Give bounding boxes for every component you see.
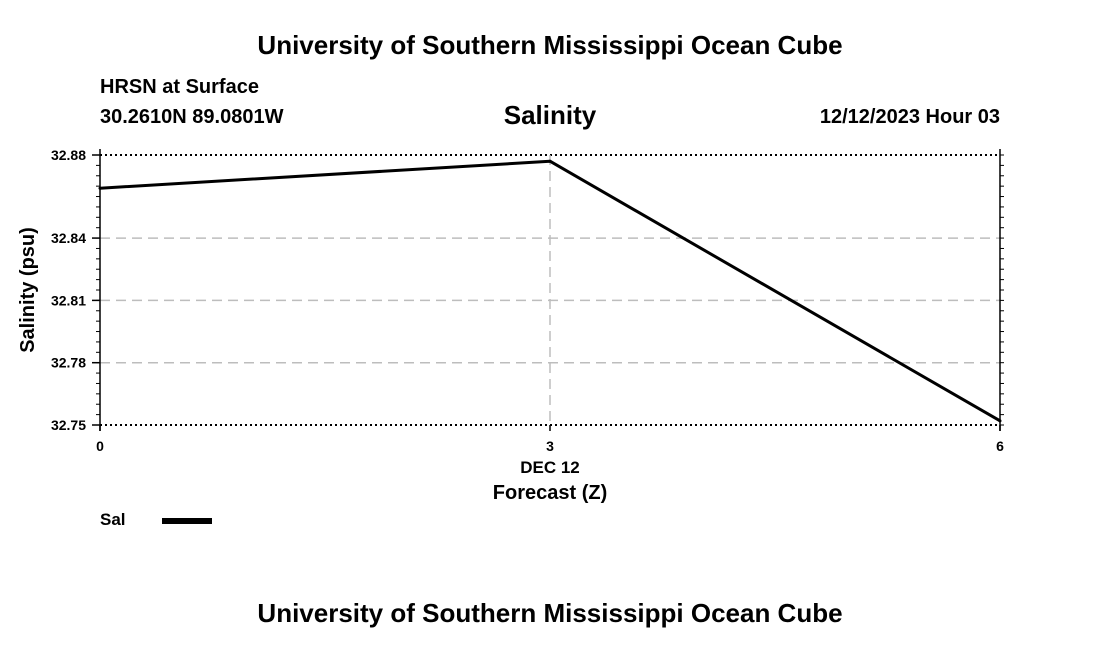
station-label: HRSN at Surface — [100, 76, 259, 98]
y-tick-label: 32.88 — [51, 147, 86, 163]
footer-title: University of Southern Mississippi Ocean… — [257, 598, 843, 628]
legend-line-swatch — [162, 518, 212, 524]
x-tick-label: 3 — [546, 438, 554, 454]
y-tick-label: 32.78 — [51, 355, 86, 371]
legend-label: Sal — [100, 510, 126, 529]
x-axis-label: Forecast (Z) — [492, 482, 608, 504]
x-tick-label: 6 — [996, 438, 1004, 454]
ticks-layer: 32.75 32.78 32.81 32.84 32.88 0 3 6 — [51, 147, 1004, 454]
data-point — [98, 186, 102, 190]
y-axis-label: Salinity (psu) — [17, 227, 39, 353]
y-tick-label: 32.75 — [51, 417, 86, 433]
x-axis-date-label: DEC 12 — [520, 458, 580, 477]
x-tick-label: 0 — [96, 438, 104, 454]
data-point — [998, 419, 1002, 423]
page-title: University of Southern Mississippi Ocean… — [257, 30, 843, 60]
coordinates-label: 30.2610N 89.0801W — [100, 106, 284, 128]
datetime-label: 12/12/2023 Hour 03 — [819, 106, 1000, 128]
y-tick-label: 32.81 — [51, 292, 86, 308]
chart-title: Salinity — [503, 100, 597, 130]
grid-layer — [100, 154, 1000, 426]
series-layer — [98, 159, 1002, 423]
y-tick-label: 32.84 — [51, 230, 86, 246]
data-point — [548, 159, 552, 163]
